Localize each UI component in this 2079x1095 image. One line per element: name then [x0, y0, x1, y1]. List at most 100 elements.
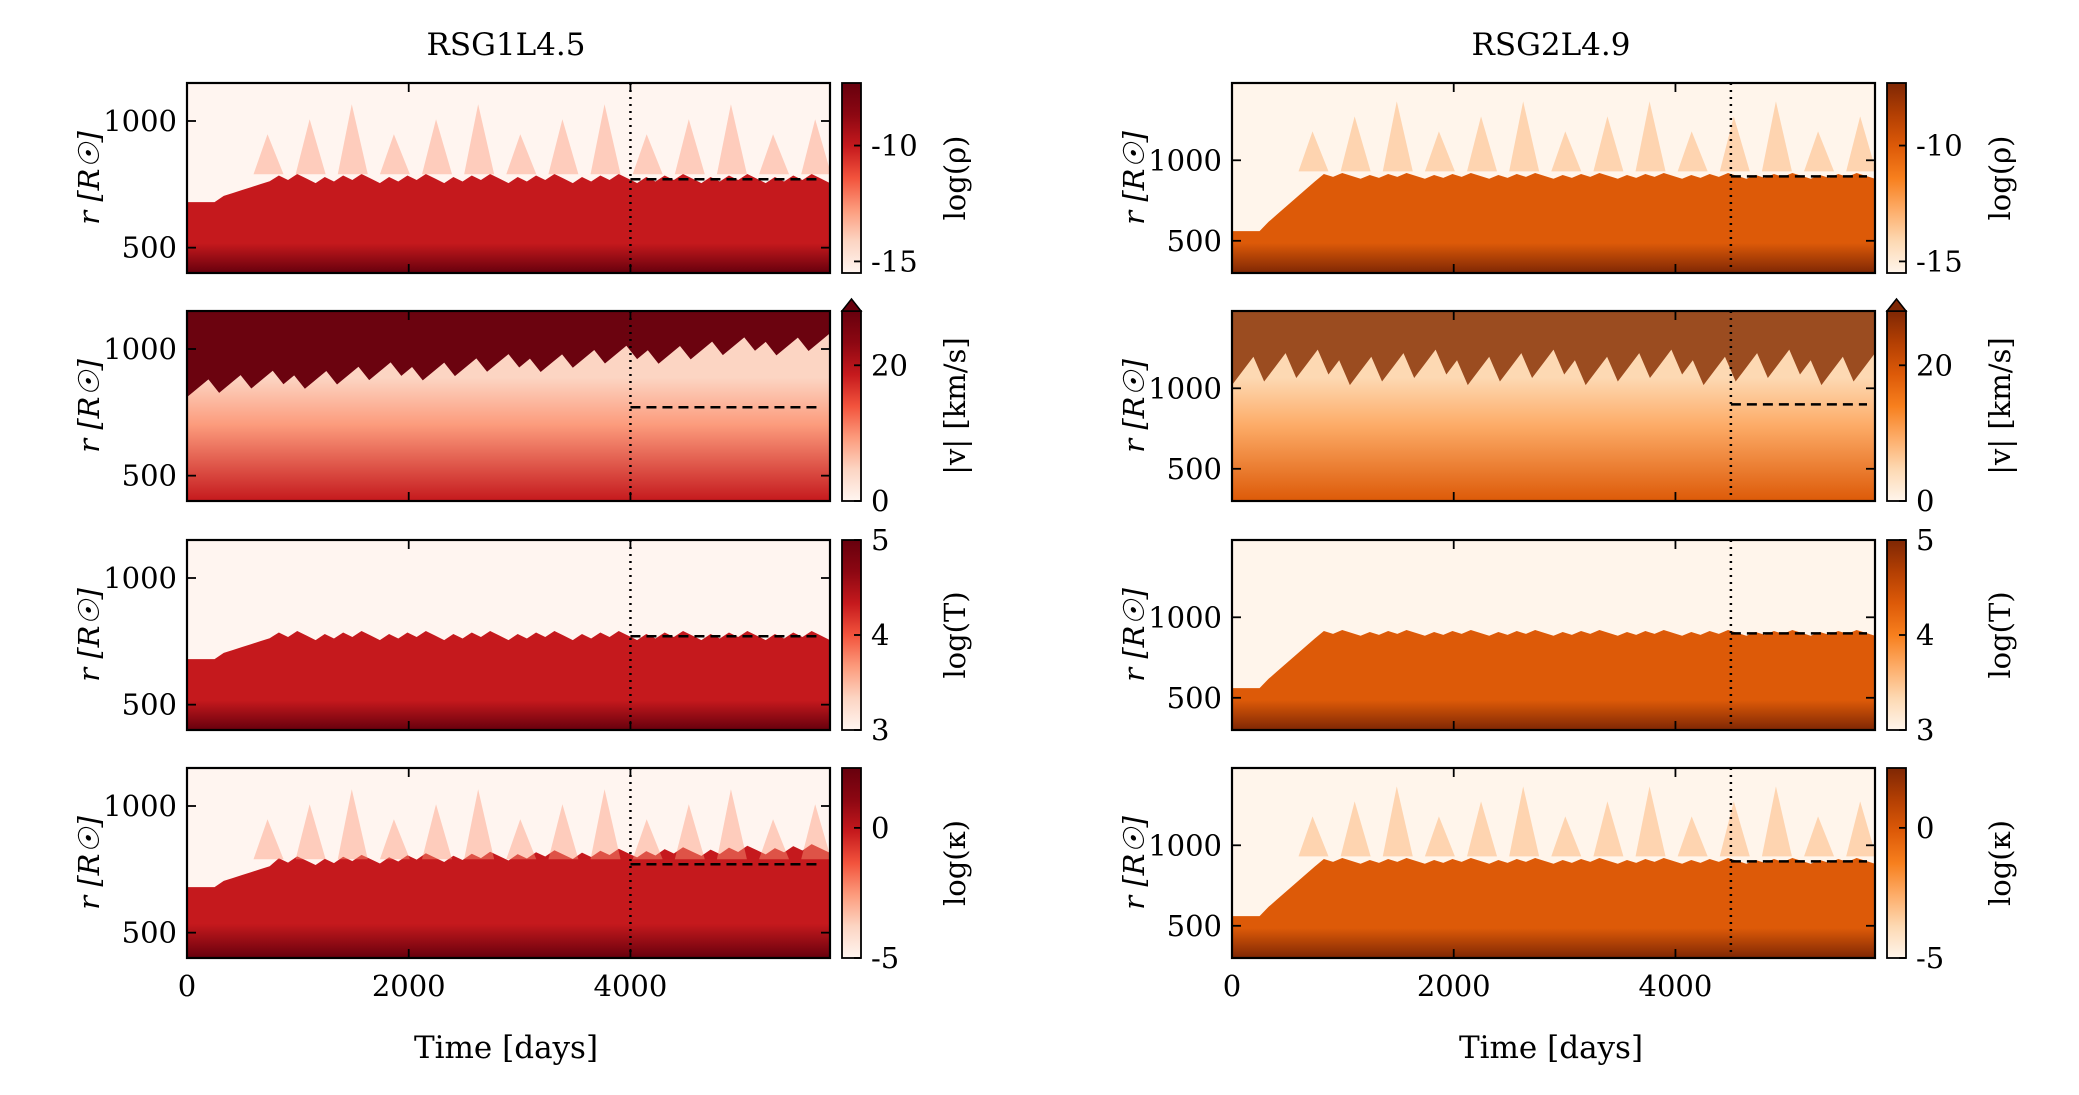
colorbar: [1886, 82, 1907, 274]
colorbar: [841, 310, 862, 502]
turbulent-streak: [1761, 786, 1792, 857]
turbulent-streak: [1467, 116, 1498, 172]
colorbar-label: log(T): [938, 591, 972, 678]
x-axis-label-left: Time [days]: [414, 1030, 598, 1066]
column-title-right: RSG2L4.9: [1472, 27, 1631, 63]
colorbar-tick-label: 0: [1916, 484, 1934, 518]
panel-frame: [185, 538, 832, 732]
colorbar-tick-label: 4: [871, 618, 889, 652]
dense-interior: [187, 173, 830, 273]
y-tick-label: 500: [122, 916, 177, 950]
colorbar-tick-label: -10: [871, 129, 918, 163]
turbulent-streak: [674, 804, 705, 860]
y-tick-label: 1000: [103, 561, 177, 595]
y-tick-label: 1000: [103, 789, 177, 823]
turbulent-streak: [1593, 801, 1624, 857]
column-title-left: RSG1L4.5: [427, 27, 586, 63]
turbulent-streak: [464, 789, 495, 860]
colorbar-label: log(ρ): [938, 136, 972, 221]
x-tick-label: 4000: [1639, 969, 1713, 1003]
panel-frame: [1230, 81, 1877, 275]
colorbar: [841, 767, 862, 959]
x-tick-label: 0: [1223, 969, 1241, 1003]
turbulent-streak: [548, 804, 579, 860]
colorbar-extend-arrow: [840, 297, 863, 312]
dense-interior: [1232, 630, 1875, 730]
dense-interior: [1232, 173, 1875, 273]
y-tick-label: 1000: [103, 332, 177, 366]
turbulent-streak: [1298, 816, 1329, 857]
dense-interior: [187, 630, 830, 730]
colorbar-tick-label: 3: [1916, 713, 1934, 747]
colorbar-label: log(κ): [938, 820, 972, 906]
y-axis-label: r [R☉]: [1117, 588, 1151, 682]
turbulent-streak: [1677, 131, 1708, 172]
x-tick-label: 0: [178, 969, 196, 1003]
y-tick-label: 500: [122, 459, 177, 493]
turbulent-streak: [464, 104, 495, 175]
y-axis-label: r [R☉]: [72, 131, 106, 225]
colorbar: [1886, 767, 1907, 959]
turbulent-streak: [590, 789, 621, 860]
y-tick-label: 500: [1167, 452, 1222, 486]
colorbar-tick-label: 20: [871, 348, 908, 382]
turbulent-streak: [1509, 786, 1540, 857]
y-axis-label: r [R☉]: [1117, 816, 1151, 910]
x-axis-label-right: Time [days]: [1459, 1030, 1643, 1066]
x-tick-label: 4000: [594, 969, 668, 1003]
turbulent-streak: [1761, 101, 1792, 172]
panel-frame: [185, 309, 832, 503]
y-axis-label: r [R☉]: [72, 588, 106, 682]
y-tick-label: 500: [122, 688, 177, 722]
y-tick-label: 500: [1167, 224, 1222, 258]
turbulent-streak: [801, 804, 830, 860]
colorbar-tick-label: 5: [1916, 523, 1934, 557]
dense-interior: [1232, 858, 1875, 958]
turbulent-streak: [1509, 101, 1540, 172]
turbulent-streak: [716, 789, 747, 860]
colorbar-tick-label: 5: [871, 523, 889, 557]
turbulent-streak: [1340, 801, 1371, 857]
turbulent-streak: [337, 104, 368, 175]
x-tick-label: 2000: [372, 969, 446, 1003]
turbulent-streak: [590, 104, 621, 175]
turbulent-streak: [337, 789, 368, 860]
turbulent-streak: [1467, 801, 1498, 857]
y-tick-label: 1000: [103, 104, 177, 138]
panel-frame: [1230, 766, 1877, 960]
turbulent-streak: [1340, 116, 1371, 172]
colorbar-tick-label: -15: [871, 244, 918, 278]
colorbar-tick-label: 3: [871, 713, 889, 747]
panel-frame: [1230, 538, 1877, 732]
outflow-region: [187, 311, 830, 398]
turbulent-streak: [1677, 816, 1708, 857]
y-tick-label: 1000: [1148, 371, 1222, 405]
y-axis-label: r [R☉]: [72, 359, 106, 453]
colorbar-tick-label: 0: [871, 811, 889, 845]
turbulent-streak: [1551, 816, 1582, 857]
colorbar-label: log(T): [1983, 591, 2017, 678]
turbulent-streak: [506, 819, 537, 860]
turbulent-streak: [1846, 801, 1875, 857]
colorbar-tick-label: -10: [1916, 129, 1963, 163]
turbulent-streak: [379, 134, 410, 175]
turbulent-streak: [759, 134, 790, 175]
colorbar-label: |v| [km/s]: [938, 337, 972, 475]
y-tick-label: 500: [122, 231, 177, 265]
turbulent-streak: [295, 119, 326, 175]
colorbar-label: log(κ): [1983, 820, 2017, 906]
colorbar-tick-label: -5: [1916, 941, 1944, 975]
turbulent-streak: [379, 819, 410, 860]
turbulent-streak: [632, 819, 663, 860]
colorbar-tick-label: 0: [1916, 811, 1934, 845]
turbulent-streak: [1382, 786, 1413, 857]
turbulent-streak: [1635, 101, 1666, 172]
colorbar-tick-label: 0: [871, 484, 889, 518]
